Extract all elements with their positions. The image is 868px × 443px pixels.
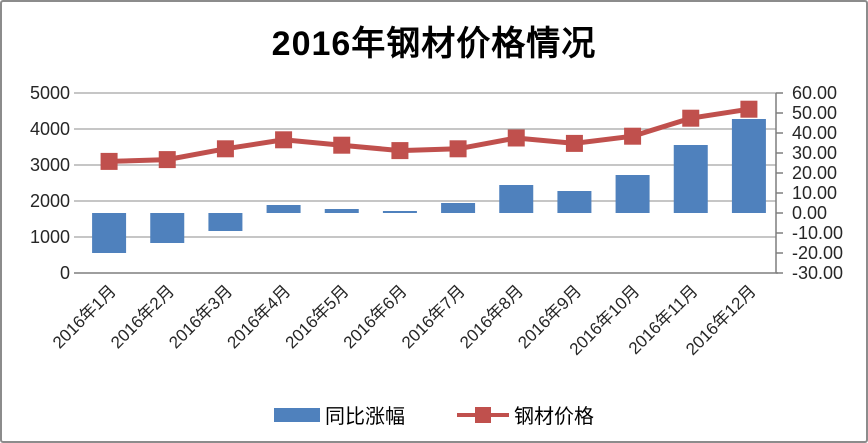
right-axis-tick-label: -10.00 xyxy=(792,223,843,243)
line-swatch-marker xyxy=(475,406,491,423)
left-axis-tick-label: 0 xyxy=(60,263,70,283)
line-marker-2016年1月 xyxy=(100,152,118,170)
right-axis-tick-label: 30.00 xyxy=(792,143,837,163)
bar-2016年6月 xyxy=(382,211,417,213)
line-marker-2016年2月 xyxy=(158,151,176,169)
bar-2016年5月 xyxy=(324,209,359,213)
bar-2016年8月 xyxy=(499,185,534,213)
line-series-swatch xyxy=(457,406,509,423)
left-axis-tick-label: 2000 xyxy=(30,191,70,211)
bar-2016年7月 xyxy=(441,203,476,213)
bar-2016年4月 xyxy=(266,205,301,213)
line-marker-2016年7月 xyxy=(449,140,467,158)
right-axis-tick-label: 50.00 xyxy=(792,103,837,123)
bar-2016年1月 xyxy=(92,213,127,253)
bar-2016年9月 xyxy=(557,191,592,213)
legend-label-line-series: 钢材价格 xyxy=(514,406,594,428)
line-marker-2016年11月 xyxy=(682,109,700,127)
line-marker-2016年12月 xyxy=(740,100,758,118)
bar-2016年11月 xyxy=(673,145,708,213)
bar-2016年12月 xyxy=(731,119,766,213)
bar-2016年3月 xyxy=(208,213,243,231)
line-marker-2016年9月 xyxy=(565,134,583,152)
bar-2016年10月 xyxy=(615,175,650,213)
right-axis-tick-label: -20.00 xyxy=(792,243,843,263)
line-marker-2016年5月 xyxy=(333,136,351,154)
bar-2016年2月 xyxy=(150,213,185,243)
left-axis-tick-label: 1000 xyxy=(30,227,70,247)
legend-item-bar-series: 同比涨幅 xyxy=(274,400,405,429)
left-axis-tick-label: 3000 xyxy=(30,155,70,175)
legend-item-line-series: 钢材价格 xyxy=(457,400,594,429)
price-line xyxy=(109,106,750,164)
right-axis-tick-label: -30.00 xyxy=(792,263,843,283)
legend-label-bar-series: 同比涨幅 xyxy=(325,406,405,428)
line-marker-2016年6月 xyxy=(391,142,409,160)
chart-legend: 同比涨幅 钢材价格 xyxy=(2,400,866,429)
line-marker-2016年8月 xyxy=(507,129,525,147)
right-axis-tick-label: 10.00 xyxy=(792,183,837,203)
chart-title: 2016年钢材价格情况 xyxy=(271,25,597,63)
line-marker-2016年3月 xyxy=(216,140,234,158)
right-axis-tick-label: 0.00 xyxy=(792,203,827,223)
bar-series-swatch xyxy=(274,407,320,422)
right-axis-tick-label: 20.00 xyxy=(792,163,837,183)
left-axis-tick-label: 5000 xyxy=(30,83,70,103)
right-axis-tick-label: 40.00 xyxy=(792,123,837,143)
line-marker-2016年10月 xyxy=(624,127,642,145)
line-marker-2016年4月 xyxy=(275,131,293,149)
left-axis-tick-label: 4000 xyxy=(30,119,70,139)
right-axis-tick-label: 60.00 xyxy=(792,83,837,103)
